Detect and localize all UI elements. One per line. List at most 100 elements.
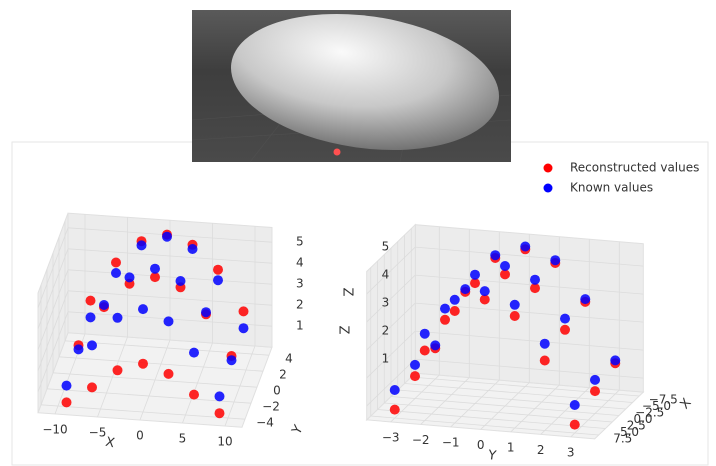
data-point [420, 346, 430, 356]
data-point [570, 420, 580, 430]
y-tick-label: 0 [273, 384, 281, 398]
y-tick-label: 2 [279, 368, 287, 382]
data-point [87, 340, 97, 350]
z-tick-label: 4 [382, 268, 390, 282]
data-point [580, 294, 590, 304]
data-point [239, 306, 249, 316]
legend-label: Reconstructed values [570, 161, 699, 175]
z-axis-label: Z [340, 288, 355, 297]
data-point [510, 300, 520, 310]
data-point [590, 386, 600, 396]
data-point [227, 355, 237, 365]
data-point [138, 304, 148, 314]
y-tick-label: −2 [262, 400, 280, 414]
data-point [590, 375, 600, 385]
data-point [86, 296, 96, 306]
data-point [490, 250, 500, 260]
legend-marker [544, 164, 553, 173]
data-point [480, 286, 490, 296]
z-tick-label: 5 [382, 240, 390, 254]
data-point [410, 371, 420, 381]
data-point [111, 258, 121, 268]
axes-3d [38, 213, 272, 427]
data-point [113, 365, 123, 375]
data-point [138, 359, 148, 369]
data-point [550, 255, 560, 265]
z-tick-label: 3 [382, 296, 390, 310]
legend-label: Known values [570, 181, 653, 195]
data-point [215, 408, 225, 418]
data-point [111, 268, 121, 278]
data-point [176, 276, 186, 286]
data-point [560, 314, 570, 324]
y-tick-label: 4 [285, 352, 293, 366]
z-tick-label: 2 [382, 324, 390, 338]
x-tick-label: −10 [42, 423, 67, 437]
data-point [390, 385, 400, 395]
data-point [420, 329, 430, 339]
data-point [440, 304, 450, 314]
data-point [162, 232, 172, 242]
data-point [87, 382, 97, 392]
data-point [239, 323, 249, 333]
z-tick-label: 3 [296, 277, 304, 291]
data-point [450, 295, 460, 305]
data-point [440, 315, 450, 325]
data-point [610, 355, 620, 365]
data-point [74, 344, 84, 354]
y-tick-label: −1 [442, 435, 460, 449]
data-point [570, 400, 580, 410]
data-point [164, 316, 174, 326]
data-point [540, 339, 550, 349]
data-point [530, 275, 540, 285]
data-point [86, 312, 96, 322]
data-point [189, 348, 199, 358]
data-point [188, 244, 198, 254]
data-point [201, 307, 211, 317]
data-point [99, 300, 109, 310]
data-point [460, 284, 470, 294]
legend-marker [544, 184, 553, 193]
data-point [450, 306, 460, 316]
data-point [150, 264, 160, 274]
data-point [213, 265, 223, 275]
data-point [62, 381, 72, 391]
data-point [189, 390, 199, 400]
z-tick-label: 5 [296, 235, 304, 249]
data-point [500, 261, 510, 271]
x-tick-label: 0 [136, 429, 144, 443]
data-point [164, 369, 174, 379]
z-tick-label: 1 [382, 352, 390, 366]
data-point [137, 240, 147, 250]
x-tick-label: −5 [89, 426, 107, 440]
render-image [192, 0, 511, 166]
z-tick-label: 4 [296, 256, 304, 270]
axes-3d [367, 225, 644, 439]
x-tick-label: 7.5 [613, 432, 632, 446]
z-tick-label: 2 [296, 298, 304, 312]
y-tick-label: 1 [507, 440, 515, 454]
z-tick-label: 1 [296, 319, 304, 333]
y-tick-label: −4 [256, 416, 274, 430]
data-point [125, 272, 135, 282]
data-point [62, 397, 72, 407]
y-tick-label: 2 [537, 443, 545, 457]
data-point [430, 340, 440, 350]
z-axis-label: Z [336, 326, 351, 335]
data-point [560, 325, 570, 335]
data-point [510, 311, 520, 321]
y-tick-label: −3 [382, 430, 400, 444]
figure: −10−50510−4−202412345XYZ−7.5−5.0−2.50.02… [0, 0, 716, 466]
data-point [113, 313, 123, 323]
data-point [213, 275, 223, 285]
data-point [540, 356, 550, 366]
data-point [390, 405, 400, 415]
data-point [470, 270, 480, 280]
data-point [410, 360, 420, 370]
y-tick-label: 0 [477, 438, 485, 452]
y-tick-label: −2 [412, 433, 430, 447]
x-tick-label: 10 [217, 435, 232, 449]
data-point [520, 242, 530, 252]
x-tick-label: 5 [179, 432, 187, 446]
y-tick-label: 3 [567, 445, 575, 459]
